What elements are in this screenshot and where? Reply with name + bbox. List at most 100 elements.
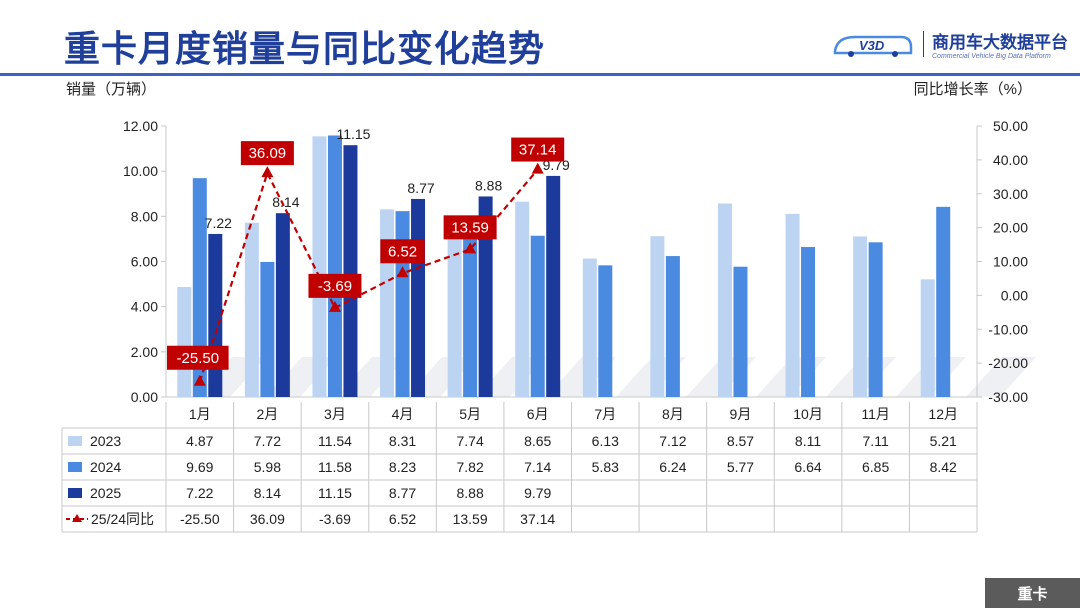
table-cell: 7.11: [863, 433, 889, 449]
bar-2025-5月: [478, 196, 493, 397]
data-table: 1月 2月 3月 4月 5月 6月 7月 8月 9月 10月 11月 12月 2023 4.87 7.72 1…: [61, 402, 978, 533]
stripe: [966, 357, 1036, 397]
bar-2024-6月: [530, 235, 545, 397]
bar-2023-5月: [447, 222, 462, 397]
y2-tick-label: -20.00: [988, 355, 1028, 371]
x-tick-label: 4月: [392, 406, 414, 422]
bar-2025-4月: [411, 198, 426, 397]
x-tick-label: 7月: [594, 406, 616, 422]
legend-label-2023: 2023: [90, 433, 121, 449]
x-tick-label: 1月: [189, 406, 211, 422]
yoy-point-5月: [464, 242, 477, 254]
bar-2023-12月: [920, 279, 935, 397]
bar-2024-9月: [733, 266, 748, 397]
truck-logo-icon: V3D: [833, 35, 913, 57]
bar-2024-1月: [192, 178, 207, 397]
yoy-label-box: [511, 137, 565, 162]
bar-2024-8月: [665, 256, 680, 397]
table-cell: 5.77: [727, 459, 754, 475]
table-cell: 5.83: [592, 459, 619, 475]
table-cell: 4.87: [186, 433, 213, 449]
bar-2023-10月: [785, 213, 800, 397]
table-cell: 7.82: [457, 459, 484, 475]
bar-2023-7月: [582, 258, 597, 397]
table-cell: 8.65: [524, 433, 551, 449]
table-cell: 37.14: [520, 511, 555, 527]
y2-axis-label: 同比增长率（%）: [914, 81, 1032, 98]
y2-tick-label: -30.00: [988, 389, 1028, 405]
y-tick-label: 0.00: [131, 389, 158, 405]
x-tick-label: 10月: [793, 406, 823, 422]
bar-label-2月: 8.14: [272, 194, 299, 210]
bar-2023-2月: [244, 222, 259, 397]
table-cell: 7.74: [457, 433, 484, 449]
table-cell: 6.64: [794, 459, 821, 475]
table-cell: 11.58: [318, 459, 352, 475]
yoy-label-4月: 6.52: [388, 243, 417, 260]
right-axis-ticks: -30.00 -20.00 -10.00 0.00 10.00 20.00 30.00 40.…: [977, 118, 1028, 405]
bar-2025-1月: [208, 233, 223, 397]
bar-2024-11月: [868, 242, 883, 397]
y2-tick-label: 10.00: [993, 254, 1028, 270]
legend-marker-yoy: [72, 514, 82, 522]
x-tick-label: 3月: [324, 406, 346, 422]
yoy-label-box: [240, 141, 294, 166]
yoy-label-5月: 13.59: [451, 219, 489, 236]
table-cell: 7.22: [186, 485, 213, 501]
bar-2024-5月: [463, 220, 478, 397]
bar-2024-10月: [801, 247, 816, 397]
table-cell: 9.69: [186, 459, 213, 475]
x-tick-label: 6月: [527, 406, 549, 422]
legend-label-yoy: 25/24同比: [91, 511, 154, 527]
x-tick-label: 2月: [256, 406, 278, 422]
table-cell: 5.98: [254, 459, 281, 475]
sales-chart: 销量（万辆） 同比增长率（%） 0.00 2.00 4.00 6.00 8.00 10.0…: [61, 81, 1036, 533]
table-cell: 7.12: [659, 433, 686, 449]
bar-2023-11月: [853, 236, 868, 397]
bar-2024-2月: [260, 261, 275, 397]
y2-tick-label: 50.00: [993, 118, 1028, 134]
brand-logo-text: V3D: [859, 38, 885, 53]
x-tick-label: 9月: [730, 406, 752, 422]
yoy-label-box: [166, 345, 229, 370]
yoy-data-labels: -25.50 36.09 -3.69 6.52 13.59 37.14: [166, 137, 565, 370]
bar-2023-3月: [312, 136, 327, 397]
table-cell: 8.77: [389, 485, 416, 501]
bar-2023-9月: [717, 203, 732, 397]
table-cell: 8.14: [254, 485, 281, 501]
category-badge: 重卡: [985, 578, 1080, 608]
legend-label-2024: 2024: [90, 459, 121, 475]
table-cell: 11.15: [318, 485, 352, 501]
bar-2023-8月: [650, 236, 665, 397]
brand-logo: V3D 商用车大数据平台 Commercial Vehicle Big Data…: [831, 28, 1068, 60]
table-cell: 7.72: [254, 433, 281, 449]
table-cell: 6.13: [592, 433, 619, 449]
yoy-label-box: [443, 215, 497, 240]
bar-2023-1月: [177, 287, 192, 397]
y-axis-label: 销量（万辆）: [66, 81, 156, 98]
yoy-point-2月: [261, 166, 274, 178]
brand-subtitle: Commercial Vehicle Big Data Platform: [932, 53, 1051, 60]
table-cell: 8.23: [389, 459, 416, 475]
table-cell: 36.09: [250, 511, 285, 527]
yoy-point-3月: [328, 300, 341, 312]
legend-swatch-2023: [68, 436, 82, 446]
bar-2024-7月: [598, 265, 613, 397]
title-underline: [0, 73, 1080, 76]
yoy-point-4月: [396, 266, 409, 278]
table-cell: 6.85: [862, 459, 889, 475]
bar-2024-3月: [327, 135, 342, 398]
y2-tick-label: -10.00: [988, 321, 1028, 337]
legend-swatch-2024: [68, 462, 82, 472]
y-tick-label: 4.00: [131, 299, 158, 315]
x-tick-label: 5月: [459, 406, 481, 422]
y2-tick-label: 0.00: [1001, 287, 1028, 303]
y-tick-label: 2.00: [131, 344, 158, 360]
bar-2023-6月: [515, 201, 530, 397]
bar-label-5月: 8.88: [475, 177, 502, 193]
y-tick-label: 12.00: [123, 118, 158, 134]
table-cell: 8.57: [727, 433, 754, 449]
table-cell: 5.21: [930, 433, 957, 449]
bar-label-1月: 7.22: [205, 215, 232, 231]
table-cell: 9.79: [524, 485, 551, 501]
